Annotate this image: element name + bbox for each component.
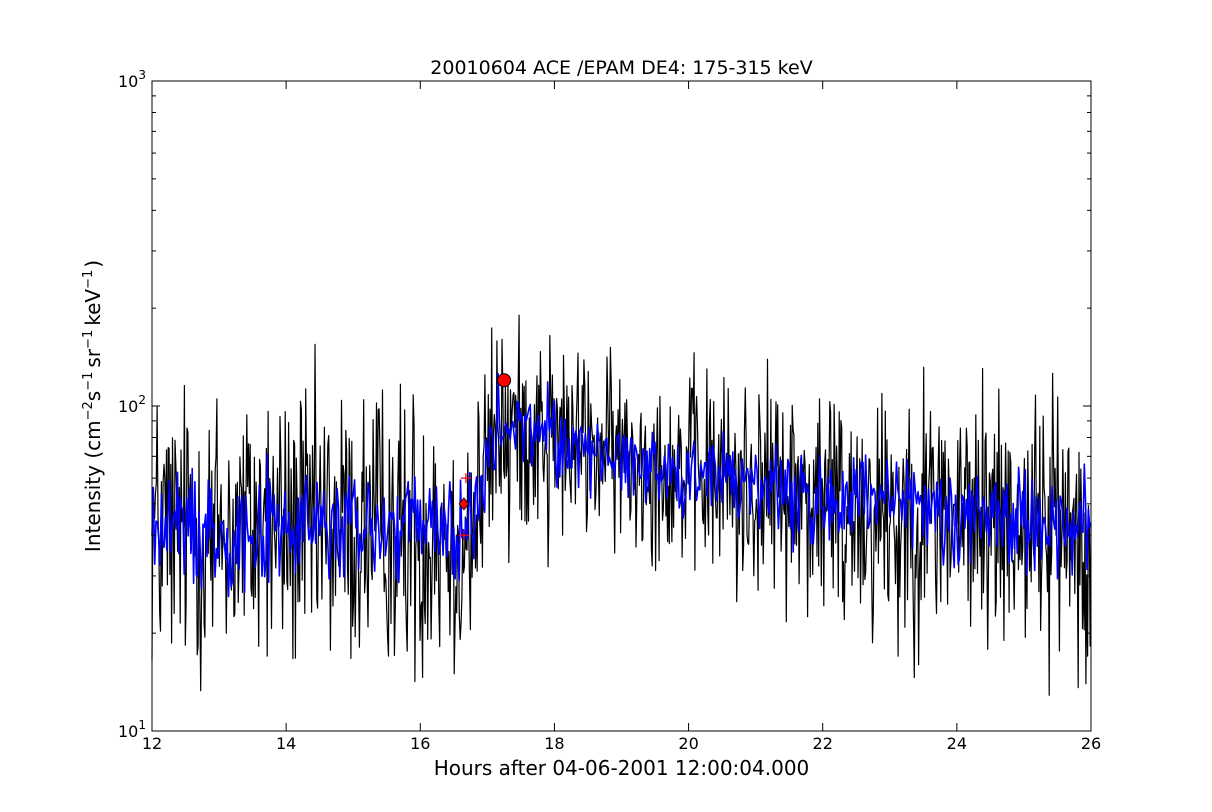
- uncertainty-marker-plus: [458, 530, 469, 541]
- y-tick-label: 102: [118, 393, 146, 416]
- y-tick-label: 101: [118, 718, 146, 741]
- chart-title: 20010604 ACE /EPAM DE4: 175-315 keV: [430, 57, 812, 79]
- y-axis-title-sup: −1: [81, 372, 96, 391]
- y-axis-title-part: ): [81, 260, 105, 268]
- y-axis-title-sup: −2: [81, 401, 96, 420]
- x-tick-label: 12: [142, 734, 162, 753]
- y-axis-title-part: keV: [81, 289, 105, 326]
- x-tick-label: 22: [813, 734, 833, 753]
- onset-marker-diamond: [458, 497, 470, 511]
- x-axis-ticks: 12 14 16 18 20 22 24 26: [142, 81, 1101, 753]
- x-tick-label: 16: [410, 734, 430, 753]
- y-axis-title-part: s: [81, 391, 105, 401]
- peak-marker-circle: [497, 373, 512, 388]
- y-axis-title-sup: −1: [81, 270, 96, 289]
- x-tick-label: 24: [947, 734, 967, 753]
- series-smoothed-intensity: [151, 372, 1092, 598]
- smoothed-intensity-line: [151, 372, 1092, 598]
- y-axis-title-part: sr: [81, 348, 105, 367]
- event-markers: [458, 373, 512, 541]
- y-axis-title-sup: −1: [81, 330, 96, 349]
- y-axis-title: Intensity (cm−2s−1sr−1keV−1): [81, 260, 105, 552]
- y-axis-ticks: 101 102 103: [118, 68, 1091, 741]
- x-tick-label: 26: [1081, 734, 1101, 753]
- x-tick-label: 20: [678, 734, 698, 753]
- x-tick-label: 14: [276, 734, 296, 753]
- x-axis-title: Hours after 04-06-2001 12:00:04.000: [434, 756, 810, 780]
- plot-area: [151, 314, 1092, 696]
- uncertainty-marker-plus: [460, 473, 471, 484]
- x-tick-label: 18: [544, 734, 564, 753]
- y-tick-label: 103: [118, 68, 146, 91]
- y-axis-title-part: Intensity (cm: [81, 420, 105, 552]
